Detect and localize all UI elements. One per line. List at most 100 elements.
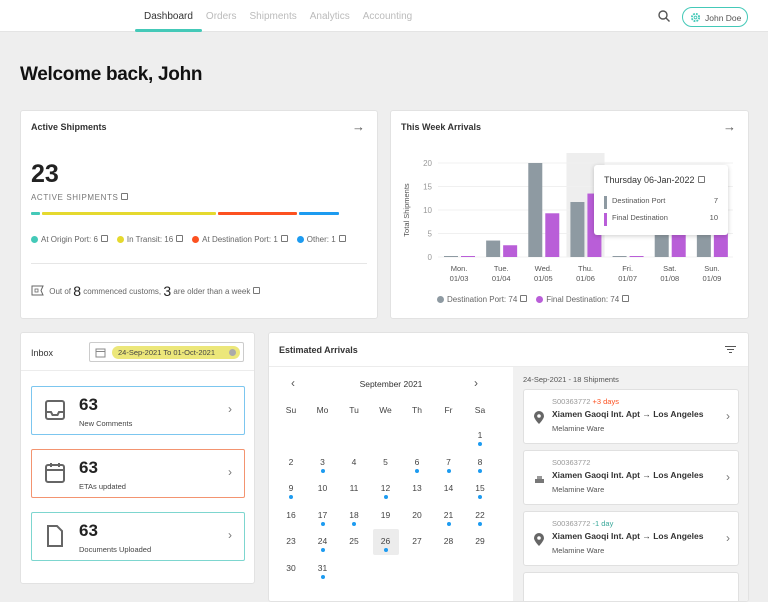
new-comments-button[interactable]: 63 New Comments › [31,386,245,435]
location-pin-icon [534,411,544,424]
divider [269,366,748,367]
tab-shipments[interactable]: Shipments [249,11,297,22]
count: 63 [79,458,98,477]
customs-summary[interactable]: Out of 8 commenced customs, 3 are older … [31,283,261,299]
calendar-day[interactable]: 12 [380,483,391,493]
status-legend-item[interactable]: Other: 1 [296,235,346,244]
location-pin-icon [534,533,544,546]
calendar-day[interactable]: 22 [475,509,485,520]
calendar-day[interactable]: 15 [475,483,485,493]
customs-text: Out of [49,287,72,296]
calendar-day[interactable]: 18 [349,509,359,520]
x-tick-label: Thu. [578,264,593,273]
x-tick-label: 01/09 [703,274,722,283]
status-legend: At Origin Port: 6 In Transit: 16 At Destin… [31,235,346,244]
calendar-day[interactable]: 25 [349,536,359,546]
calendar-day[interactable]: 2 [288,456,294,467]
tab-analytics[interactable]: Analytics [309,11,350,22]
shipment-cargo: Melamine Ware [552,546,605,555]
divider [31,263,367,264]
external-link-icon [520,295,528,302]
calendar-day[interactable]: 1 [477,430,483,440]
calendar-day[interactable]: 26 [380,536,391,546]
customs-icon [31,285,44,296]
calendar-day[interactable]: 19 [380,509,391,520]
calendar-day[interactable]: 30 [286,562,296,573]
status-legend-item[interactable]: In Transit: 16 [116,235,184,244]
calendar-day[interactable]: 4 [351,456,357,467]
weekday-label: Th [412,405,422,415]
calendar-day[interactable]: 14 [443,483,454,493]
shipment-item[interactable]: S00363772 +3 days Xiamen Gaoqi Int. Apt →… [523,389,739,444]
calendar-day[interactable]: 20 [412,509,422,520]
arrow-right-icon[interactable]: → [352,119,365,134]
documents-uploaded-button[interactable]: 63 Documents Uploaded › [31,512,245,561]
external-link-icon [176,235,184,242]
tooltip-value: 7 [713,196,718,205]
calendar-day[interactable]: 27 [412,536,422,546]
legend-destination-port[interactable]: Destination Port: 74 [437,295,528,304]
bar-destination-port [612,256,627,257]
label: ETAs updated [79,482,126,491]
shipment-item[interactable]: S00363772 Xiamen Gaoqi Int. Apt → Los An… [523,450,739,505]
tab-accounting[interactable]: Accounting [362,11,413,22]
chevron-right-icon: › [726,531,730,545]
calendar-day[interactable]: 3 [320,456,325,467]
calendar-day[interactable]: 24 [317,536,328,546]
y-tick-label: 0 [428,253,433,262]
active-shipments-link[interactable]: ACTIVE SHIPMENTS [31,193,129,202]
calendar-day[interactable]: 10 [317,483,328,493]
calendar-day[interactable]: 23 [286,536,296,546]
shipment-dot [352,521,356,526]
arrow-right-icon[interactable]: → [723,119,736,134]
bar-final-destination [503,245,518,257]
legend-label: Other: 1 [306,235,336,244]
search-icon[interactable] [657,9,671,23]
user-menu-button[interactable]: John Doe [682,7,748,27]
y-tick-label: 20 [423,159,432,168]
inbox-card: Inbox 24-Sep-2021 To 01-Oct-2021 63 New … [20,332,255,584]
external-link-icon [280,235,288,242]
calendar-day[interactable]: 16 [286,509,296,520]
calendar-day[interactable]: 31 [317,562,328,573]
clear-icon[interactable] [229,349,236,356]
calendar-day[interactable]: 5 [383,456,388,467]
chevron-right-icon: › [726,470,730,484]
shipment-dot [415,468,419,473]
tab-orders[interactable]: Orders [205,11,237,22]
filter-icon[interactable] [725,346,736,353]
calendar-day[interactable]: 28 [443,536,454,546]
shipment-list: 24-Sep-2021 - 18 Shipments S00363772 +3 … [513,367,748,601]
x-tick-label: Sun. [704,264,719,273]
y-tick-label: 15 [423,183,432,192]
eta-delta: +3 days [592,397,619,406]
shipment-dot [446,521,451,526]
calendar-day[interactable]: 7 [446,456,451,467]
calendar-day[interactable]: 13 [412,483,422,493]
shipment-dot [383,548,388,552]
tab-dashboard[interactable]: Dashboard [144,11,193,22]
prev-month-button[interactable]: ‹ [291,376,295,390]
calendar-day[interactable]: 29 [475,536,485,546]
calendar-day[interactable]: 21 [443,509,454,520]
status-legend-item[interactable]: At Destination Port: 1 [192,235,288,244]
calendar-day[interactable]: 11 [349,483,359,493]
bar-final-destination [461,256,475,257]
shipment-item[interactable]: S00363772 -1 day Xiamen Gaoqi Int. Apt → … [523,511,739,566]
shipment-dot [383,495,388,499]
weekday-label: Fr [444,405,453,415]
next-month-button[interactable]: › [474,376,478,390]
etas-updated-button[interactable]: 63 ETAs updated › [31,449,245,498]
calendar-day[interactable]: 17 [317,509,328,520]
status-legend-item[interactable]: At Origin Port: 6 [31,235,108,244]
shipment-dot [478,495,482,499]
shipment-item[interactable] [523,572,739,601]
calendar-day[interactable]: 9 [288,483,294,493]
calendar-day[interactable]: 6 [414,456,420,467]
date-range-chip[interactable]: 24-Sep-2021 To 01-Oct-2021 [112,346,240,359]
legend-final-destination[interactable]: Final Destination: 74 [536,295,630,304]
customs-older: 3 [163,283,172,299]
calendar-day[interactable]: 8 [477,456,483,467]
date-range-picker[interactable]: 24-Sep-2021 To 01-Oct-2021 [89,342,244,362]
external-link-icon[interactable] [697,176,705,183]
